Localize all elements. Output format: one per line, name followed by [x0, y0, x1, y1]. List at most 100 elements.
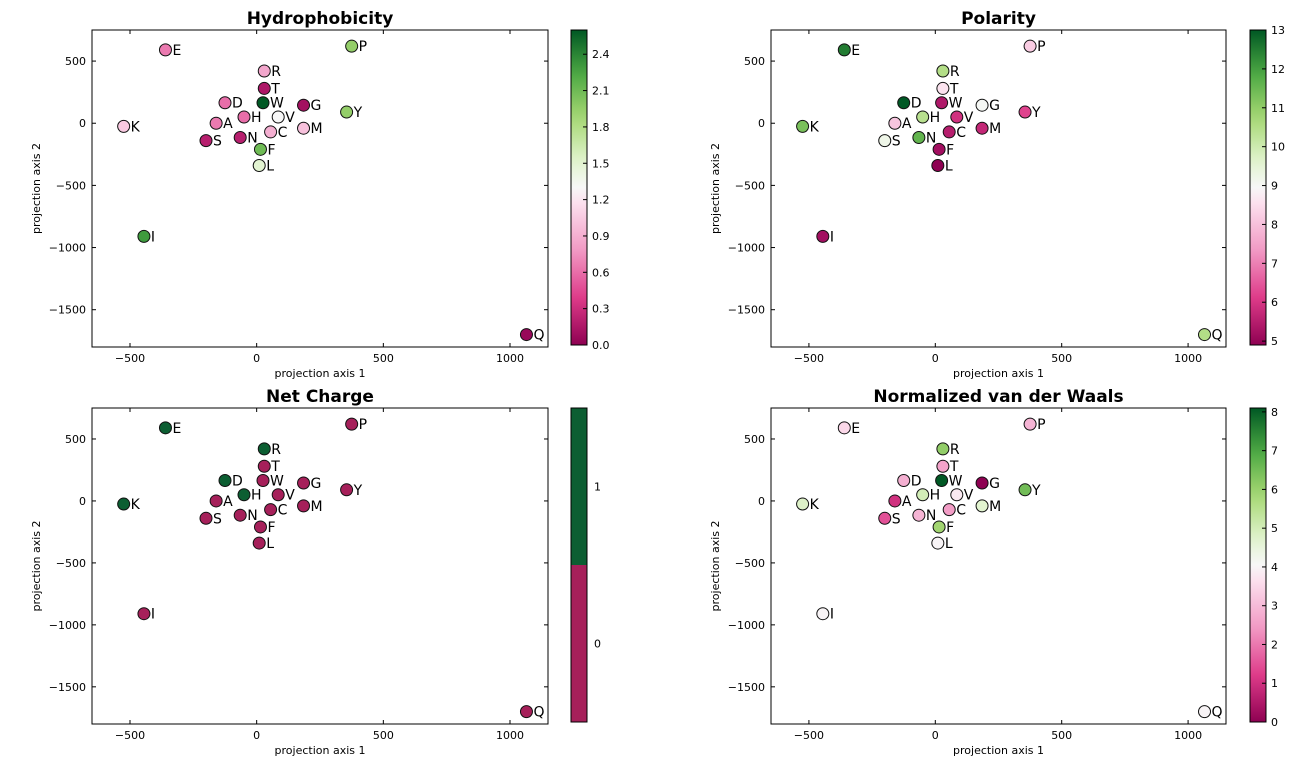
point-label-C: C — [956, 503, 966, 519]
point-label-P: P — [359, 417, 367, 433]
colorbar: 0 1 2 3 4 5 6 7 8 — [1249, 406, 1278, 729]
colorbar-tick-label: 8 — [1271, 218, 1278, 231]
point-label-A: A — [902, 494, 912, 510]
y-tick-label: −1500 — [49, 304, 86, 317]
point-label-Y: Y — [353, 483, 363, 499]
point-label-Y: Y — [1031, 105, 1041, 121]
point-Q — [519, 328, 533, 342]
point-Y — [340, 105, 354, 119]
point-label-P: P — [359, 39, 367, 55]
colorbar-tick-label: 1.2 — [592, 194, 610, 207]
point-R — [936, 64, 950, 78]
point-G — [975, 98, 989, 112]
colorbar-tick-label: 2 — [1271, 638, 1278, 651]
colorbar-tick-label: 5 — [1271, 335, 1278, 348]
point-label-W: W — [949, 96, 963, 112]
y-tick-label: 500 — [65, 55, 86, 68]
point-label-H: H — [930, 110, 941, 126]
point-label-I: I — [151, 229, 155, 245]
y-tick-label: 0 — [758, 495, 765, 508]
point-K — [117, 119, 131, 133]
point-R — [936, 442, 950, 456]
point-G — [297, 476, 311, 490]
chart-title: Polarity — [961, 9, 1036, 29]
point-label-Y: Y — [1031, 483, 1041, 499]
x-tick-label: 0 — [932, 729, 939, 742]
point-Q — [1198, 705, 1212, 719]
point-label-N: N — [926, 131, 936, 147]
point-label-S: S — [892, 134, 901, 150]
point-label-E: E — [851, 43, 860, 59]
point-label-A: A — [902, 116, 912, 132]
point-label-W: W — [949, 473, 963, 489]
y-tick-label: 500 — [744, 55, 765, 68]
point-W — [935, 96, 949, 110]
point-K — [796, 119, 810, 133]
colorbar-tick-label: 7 — [1271, 257, 1278, 270]
x-tick-label: 500 — [373, 729, 394, 742]
y-tick-label: −1000 — [728, 242, 765, 255]
point-D — [897, 96, 911, 110]
point-S — [878, 134, 892, 148]
point-label-M: M — [989, 121, 1001, 137]
point-label-L: L — [945, 159, 953, 175]
point-V — [950, 488, 964, 502]
point-V — [950, 110, 964, 124]
x-tick-label: 1000 — [496, 352, 524, 365]
point-label-I: I — [830, 607, 834, 623]
chart-polarity: Polarity −500 0 500 1000 −1500 −1000 −500 0 500 pr… — [709, 9, 1285, 380]
point-G — [297, 98, 311, 112]
plot-frame — [91, 407, 549, 725]
y-axis-label: projection axis 2 — [709, 143, 722, 234]
point-label-L: L — [266, 536, 274, 552]
y-tick-label: −1500 — [49, 681, 86, 694]
point-label-G: G — [311, 98, 322, 114]
x-tick-label: −500 — [794, 352, 824, 365]
x-tick-label: 1000 — [1174, 352, 1202, 365]
colorbar-segment-0 — [571, 565, 587, 722]
point-label-D: D — [232, 96, 243, 112]
y-tick-label: −500 — [56, 557, 86, 570]
point-label-W: W — [270, 96, 284, 112]
point-label-M: M — [311, 499, 323, 515]
point-S — [199, 511, 213, 525]
point-T — [936, 81, 950, 95]
colorbar: 01 — [570, 407, 601, 723]
x-tick-label: 0 — [253, 352, 260, 365]
point-P — [1023, 417, 1037, 431]
point-Q — [519, 705, 533, 719]
x-tick-label: 500 — [1051, 729, 1072, 742]
point-V — [271, 110, 285, 124]
point-L — [252, 536, 266, 550]
point-label-P: P — [1037, 39, 1045, 55]
colorbar-tick-label: 2.1 — [592, 85, 610, 98]
colorbar-tick-label: 0 — [594, 638, 601, 651]
colorbar-gradient — [1249, 407, 1267, 723]
colorbar-segment-1 — [571, 408, 587, 565]
point-label-E: E — [851, 421, 860, 437]
colorbar-tick-label: 3 — [1271, 600, 1278, 613]
point-S — [199, 134, 213, 148]
x-tick-label: 1000 — [496, 729, 524, 742]
point-label-D: D — [911, 473, 922, 489]
point-H — [237, 110, 251, 124]
point-Y — [1018, 483, 1032, 497]
point-A — [888, 494, 902, 508]
point-label-A: A — [223, 494, 233, 510]
point-label-T: T — [270, 81, 280, 97]
point-R — [257, 442, 271, 456]
point-label-T: T — [949, 459, 959, 475]
y-tick-label: −1000 — [49, 242, 86, 255]
point-label-R: R — [950, 442, 960, 458]
point-label-R: R — [271, 442, 281, 458]
colorbar-tick-label: 1.8 — [592, 121, 610, 134]
x-tick-label: 0 — [253, 729, 260, 742]
point-D — [218, 96, 232, 110]
chart-normalized-van-der-waals: Normalized van der Waals−500 0 500 1000−150… — [709, 387, 1278, 757]
point-label-G: G — [989, 98, 1000, 114]
x-axis-label: projection axis 1 — [275, 744, 366, 757]
x-tick-label: −500 — [115, 352, 145, 365]
x-tick-label: −500 — [115, 729, 145, 742]
point-L — [252, 159, 266, 173]
point-F — [932, 520, 946, 534]
